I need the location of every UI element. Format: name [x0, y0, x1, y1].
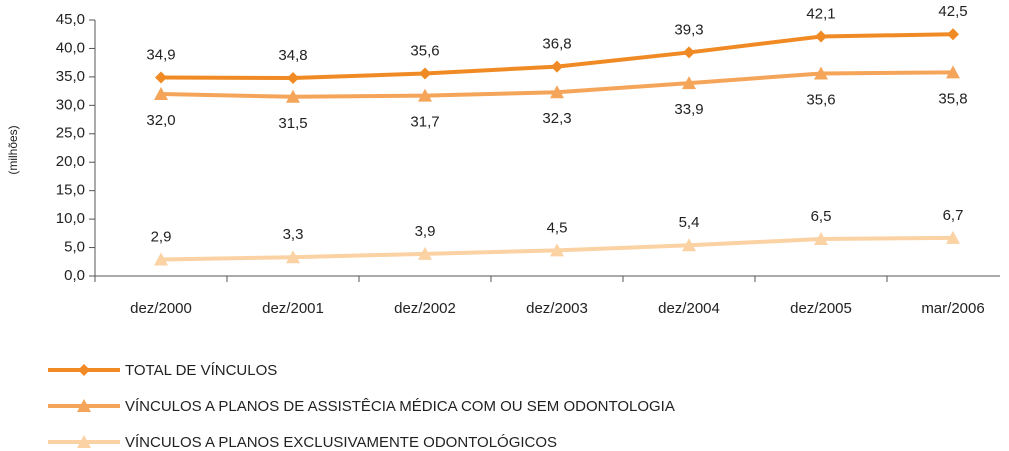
x-tick-label: dez/2000 — [130, 300, 192, 317]
value-label: 34,8 — [278, 47, 307, 64]
value-label: 6,5 — [811, 208, 832, 225]
point — [946, 65, 960, 79]
y-tick-label: 10,0 — [56, 210, 85, 227]
point — [946, 230, 960, 244]
value-label: 32,0 — [146, 112, 175, 129]
x-tick-label: mar/2006 — [921, 300, 984, 317]
point — [418, 246, 432, 260]
legend-marker — [77, 435, 91, 448]
y-tick-label: 5,0 — [64, 239, 85, 256]
legend-marker — [77, 399, 91, 412]
point — [155, 71, 167, 84]
point — [419, 67, 431, 80]
y-tick-label: 15,0 — [56, 182, 85, 199]
y-tick-label: 30,0 — [56, 96, 85, 113]
legend-label: VÍNCULOS A PLANOS EXCLUSIVAMENTE ODONTOL… — [125, 434, 557, 451]
value-label: 42,1 — [806, 5, 835, 22]
point — [154, 252, 168, 266]
point — [682, 76, 696, 90]
point — [683, 46, 695, 59]
legend-label: VÍNCULOS A PLANOS DE ASSISTÊCIA MÉDICA C… — [125, 398, 675, 415]
value-label: 35,6 — [410, 42, 439, 59]
value-label: 3,9 — [415, 223, 436, 240]
y-tick-label: 45,0 — [56, 11, 85, 28]
point — [550, 85, 564, 99]
point — [550, 243, 564, 257]
legend-marker — [78, 364, 90, 376]
y-tick-label: 35,0 — [56, 68, 85, 85]
value-label: 31,5 — [278, 115, 307, 132]
x-tick-label: dez/2003 — [526, 300, 588, 317]
value-label: 36,8 — [542, 36, 571, 53]
point — [947, 28, 959, 41]
value-label: 2,9 — [151, 228, 172, 245]
value-label: 34,9 — [146, 46, 175, 63]
point — [287, 72, 299, 85]
value-label: 35,6 — [806, 91, 835, 108]
value-label: 35,8 — [938, 90, 967, 107]
point — [814, 66, 828, 80]
x-tick-label: dez/2004 — [658, 300, 720, 317]
value-label: 5,4 — [679, 214, 700, 231]
value-label: 4,5 — [547, 219, 568, 236]
value-label: 39,3 — [674, 21, 703, 38]
point — [814, 232, 828, 246]
x-tick-label: dez/2005 — [790, 300, 852, 317]
y-tick-label: 20,0 — [56, 153, 85, 170]
point — [286, 250, 300, 264]
value-label: 31,7 — [410, 114, 439, 131]
x-tick-label: dez/2002 — [394, 300, 456, 317]
y-tick-label: 25,0 — [56, 125, 85, 142]
y-tick-label: 0,0 — [64, 267, 85, 284]
value-label: 42,5 — [938, 3, 967, 20]
point — [682, 238, 696, 252]
y-axis-label: (milhões) — [6, 125, 20, 174]
value-label: 33,9 — [674, 101, 703, 118]
x-tick-label: dez/2001 — [262, 300, 324, 317]
value-label: 6,7 — [943, 207, 964, 224]
point — [551, 60, 563, 73]
legend-label: TOTAL DE VÍNCULOS — [125, 362, 277, 379]
value-label: 32,3 — [542, 110, 571, 127]
point — [286, 89, 300, 103]
point — [154, 86, 168, 100]
y-tick-label: 40,0 — [56, 39, 85, 56]
point — [815, 30, 827, 43]
point — [418, 88, 432, 102]
value-label: 3,3 — [283, 226, 304, 243]
